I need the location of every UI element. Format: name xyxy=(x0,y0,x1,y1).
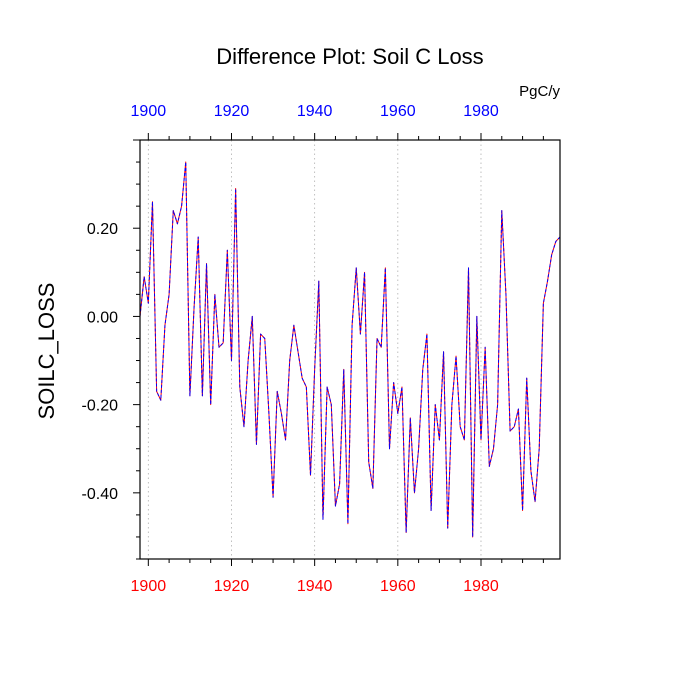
y-tick-label: 0.20 xyxy=(87,221,118,238)
x-tick-label-bottom: 1900 xyxy=(131,578,167,595)
axis-ticks xyxy=(133,133,544,566)
series-layer xyxy=(139,161,561,538)
plot-frame xyxy=(139,139,561,560)
units-label: PgC/y xyxy=(519,83,560,100)
y-tick-label: -0.20 xyxy=(82,398,119,415)
series-line-0-red xyxy=(139,161,561,538)
series-line-0-blue xyxy=(139,161,561,538)
x-tick-label-top: 1940 xyxy=(297,103,333,120)
y-tick-label: -0.40 xyxy=(82,486,119,503)
y-tick-label: 0.00 xyxy=(87,309,118,326)
y-axis-label: SOILC_LOSS xyxy=(34,283,59,420)
x-tick-label-top: 1980 xyxy=(463,103,499,120)
x-tick-label-bottom: 1920 xyxy=(214,578,250,595)
x-tick-label-top: 1920 xyxy=(214,103,250,120)
chart-title: Difference Plot: Soil C Loss xyxy=(216,44,483,69)
x-tick-label-bottom: 1940 xyxy=(297,578,333,595)
x-tick-label-bottom: 1960 xyxy=(380,578,416,595)
x-tick-label-bottom: 1980 xyxy=(463,578,499,595)
x-tick-label-top: 1900 xyxy=(131,103,167,120)
x-tick-label-top: 1960 xyxy=(380,103,416,120)
tick-labels: -0.40 -0.20 0.00 0.20 1900 1900 1920 1920 1940 19… xyxy=(82,103,499,595)
